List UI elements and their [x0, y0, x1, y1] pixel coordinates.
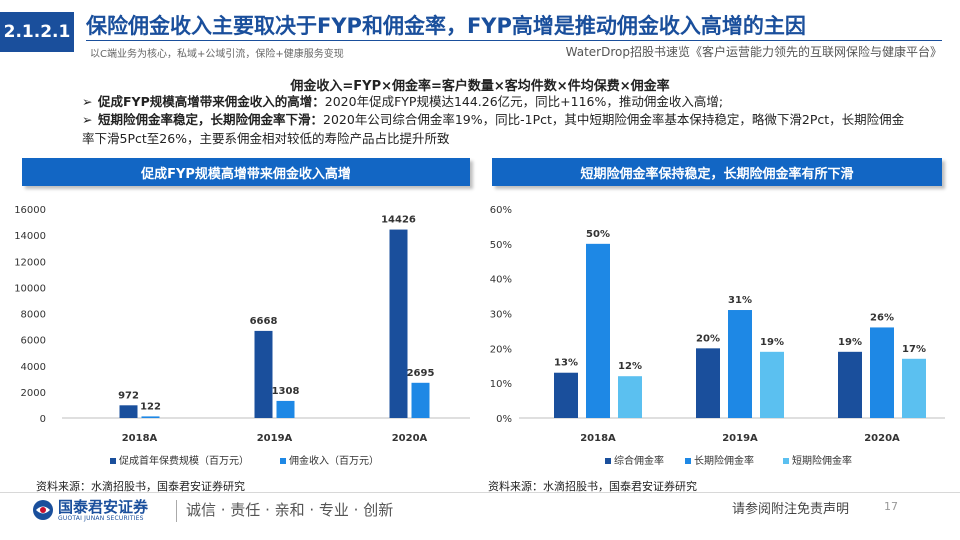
- y-tick-label: 0: [40, 414, 46, 425]
- data-label: 14426: [381, 215, 416, 226]
- bar: [554, 372, 578, 418]
- bar: [838, 351, 862, 418]
- logo-chinese-name: 国泰君安证券: [58, 498, 149, 516]
- x-tick-label: 2018A: [122, 433, 158, 444]
- page-number: 17: [884, 500, 898, 513]
- bullet-text: 2020年公司综合佣金率19%，同比-1Pct，其中短期险佣金率基本保持稳定，略…: [82, 112, 905, 146]
- legend-swatch: [605, 458, 611, 464]
- y-tick-label: 12000: [14, 257, 46, 268]
- disclaimer-note: 请参阅附注免责声明: [732, 502, 850, 517]
- logo-english-name: GUOTAI JUNAN SECURITIES: [58, 515, 144, 522]
- bullet-arrow-icon: ➢: [82, 112, 93, 127]
- page-title: 保险佣金收入主要取决于FYP和佣金率，FYP高增是推动佣金收入高增的主因: [86, 14, 806, 38]
- data-label: 6668: [250, 316, 278, 327]
- y-tick-label: 16000: [14, 205, 46, 216]
- footer-divider: [0, 492, 960, 493]
- y-tick-label: 0%: [496, 414, 512, 425]
- bullet-heading: 短期险佣金率稳定，长期险佣金率下滑：: [98, 112, 324, 127]
- y-tick-label: 14000: [14, 231, 46, 242]
- legend-swatch: [110, 458, 116, 464]
- legend-label: 佣金收入（百万元）: [289, 454, 379, 467]
- data-label: 26%: [870, 312, 894, 323]
- y-tick-label: 2000: [21, 388, 46, 399]
- legend-swatch: [783, 458, 789, 464]
- formula-text: 佣金收入=FYP×佣金率=客户数量×客均件数×件均保费×佣金率: [290, 79, 670, 94]
- data-label: 20%: [696, 333, 720, 344]
- bullet-text: 2020年促成FYP规模达144.26亿元，同比+116%，推动佣金收入高增;: [324, 94, 724, 109]
- y-tick-label: 10000: [14, 283, 46, 294]
- data-label: 12%: [618, 361, 642, 372]
- data-label: 13%: [554, 358, 578, 369]
- logo-emblem-icon: [33, 500, 53, 520]
- company-slogan: 诚信 · 责任 · 亲和 · 专业 · 创新: [186, 501, 394, 519]
- right-source-note: 资料来源：水滴招股书，国泰君安证券研究: [488, 480, 697, 493]
- bar: [760, 351, 784, 418]
- data-label: 19%: [760, 337, 784, 348]
- legend-label: 促成首年保费规模（百万元）: [119, 454, 249, 467]
- data-label: 1308: [272, 386, 300, 397]
- section-number-badge: 2.1.2.1: [0, 12, 74, 52]
- x-tick-label: 2018A: [580, 433, 616, 444]
- legend-swatch: [280, 458, 286, 464]
- bullet-commission-rate: ➢ 短期险佣金率稳定，长期险佣金率下滑：2020年公司综合佣金率19%，同比-1P…: [82, 110, 912, 148]
- y-tick-label: 20%: [490, 344, 512, 355]
- x-tick-label: 2019A: [257, 433, 293, 444]
- bar: [276, 400, 295, 418]
- left-subtitle: 以C端业务为核心，私域+公域引流，保险+健康服务变现: [90, 49, 344, 60]
- bullet-arrow-icon: ➢: [82, 94, 93, 109]
- y-tick-label: 10%: [490, 379, 512, 390]
- data-label: 31%: [728, 295, 752, 306]
- legend-label: 短期险佣金率: [792, 454, 852, 467]
- legend-label: 长期险佣金率: [694, 454, 754, 467]
- y-tick-label: 8000: [21, 310, 46, 321]
- x-tick-label: 2020A: [392, 433, 428, 444]
- y-tick-label: 40%: [490, 275, 512, 286]
- y-tick-label: 30%: [490, 310, 512, 321]
- bar: [586, 243, 610, 418]
- bar: [618, 376, 642, 418]
- bar: [870, 327, 894, 418]
- right-chart-header: 短期险佣金率保持稳定，长期险佣金率有所下滑: [492, 158, 942, 186]
- y-tick-label: 4000: [21, 362, 46, 373]
- data-label: 972: [118, 390, 139, 401]
- report-subtitle: WaterDrop招股书速览《客户运营能力领先的互联网保险与健康平台》: [565, 45, 942, 59]
- bar: [389, 229, 408, 418]
- bar: [902, 358, 926, 418]
- x-tick-label: 2020A: [864, 433, 900, 444]
- legend-swatch: [685, 458, 691, 464]
- y-tick-label: 60%: [490, 205, 512, 216]
- bar: [728, 310, 752, 418]
- x-tick-label: 2019A: [722, 433, 758, 444]
- left-chart-header: 促成FYP规模高增带来佣金收入高增: [22, 158, 470, 186]
- data-label: 19%: [838, 337, 862, 348]
- bar: [119, 405, 138, 418]
- y-tick-label: 6000: [21, 336, 46, 347]
- legend-label: 综合佣金率: [614, 454, 664, 467]
- y-tick-label: 50%: [490, 240, 512, 251]
- bullet-heading: 促成FYP规模高增带来佣金收入的高增：: [98, 94, 325, 109]
- data-label: 122: [140, 401, 161, 412]
- bar: [254, 330, 273, 418]
- bullet-fyp: ➢ 促成FYP规模高增带来佣金收入的高增：2020年促成FYP规模达144.26亿…: [82, 92, 912, 111]
- data-label: 50%: [586, 229, 610, 240]
- data-label: 17%: [902, 344, 926, 355]
- bar: [411, 382, 430, 418]
- company-logo: 国泰君安证券 GUOTAI JUNAN SECURITIES: [32, 496, 170, 526]
- data-label: 2695: [407, 368, 435, 379]
- left-source-note: 资料来源：水滴招股书，国泰君安证券研究: [36, 480, 245, 493]
- header-divider: [86, 40, 942, 41]
- footer-separator: [176, 500, 177, 522]
- bar: [141, 416, 160, 418]
- bar: [696, 348, 720, 418]
